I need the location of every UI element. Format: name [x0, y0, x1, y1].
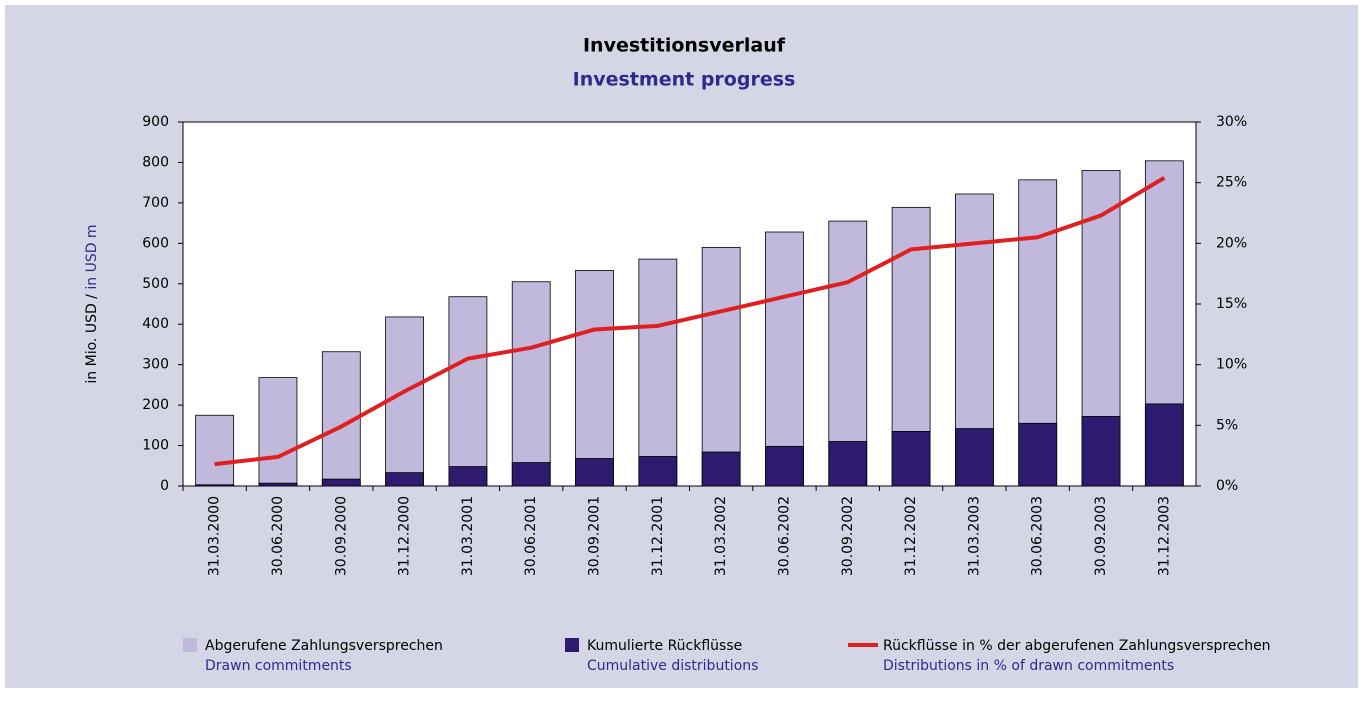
bar [828, 441, 868, 487]
x-tick-label: 30.09.2002 [840, 496, 856, 576]
bar [1081, 416, 1121, 487]
legend-label-en: Distributions in % of drawn commitments [883, 658, 1174, 674]
bar [575, 458, 614, 487]
bar [765, 231, 804, 487]
chart-title: Investitionsverlauf [583, 35, 786, 57]
y-tick-label: 400 [142, 316, 169, 332]
y-label-de: in Mio. USD / [84, 294, 100, 384]
bar [195, 484, 235, 487]
x-tick-label: 31.03.2000 [207, 496, 223, 576]
bar [765, 445, 804, 487]
legend-label-en: Drawn commitments [205, 658, 352, 674]
x-tick-label: 31.12.2003 [1156, 496, 1172, 576]
x-tick-label: 31.03.2003 [966, 496, 982, 576]
bar [701, 451, 741, 487]
bar [891, 430, 931, 487]
y-tick-label: 300 [142, 357, 169, 373]
y-tick-label: 700 [142, 195, 169, 211]
y2-tick-label: 20% [1216, 235, 1247, 251]
bar [321, 478, 361, 487]
bar [1144, 403, 1184, 487]
bar [638, 258, 678, 487]
x-tick-label: 31.03.2001 [460, 496, 476, 576]
bar [511, 281, 551, 487]
bar [258, 377, 298, 487]
x-tick-label: 30.09.2003 [1093, 496, 1109, 576]
y-tick-label: 600 [142, 235, 169, 251]
bar [638, 456, 678, 487]
legend-swatch [565, 638, 579, 652]
bar [701, 246, 741, 487]
y-tick-label: 0 [160, 478, 169, 494]
bar [448, 466, 488, 487]
y2-tick-label: 15% [1216, 296, 1247, 312]
x-tick-label: 30.06.2002 [776, 496, 792, 576]
legend-label: Abgerufene Zahlungsversprechen [205, 638, 443, 654]
y2-tick-label: 25% [1216, 175, 1247, 191]
x-tick-label: 30.06.2000 [270, 496, 286, 576]
y-tick-label: 200 [142, 397, 169, 413]
y-axis-label: in Mio. USD / in USD m [84, 224, 100, 383]
y2-tick-label: 30% [1216, 114, 1247, 130]
x-tick-label: 31.12.2000 [397, 496, 413, 576]
y-tick-label: 800 [142, 154, 169, 170]
y-label-en: in USD m [84, 224, 100, 289]
y2-tick-label: 10% [1216, 357, 1247, 373]
legend-label-en: Cumulative distributions [587, 658, 758, 674]
y2-tick-label: 0% [1216, 478, 1238, 494]
y2-tick-label: 5% [1216, 417, 1238, 433]
bar [448, 296, 488, 487]
x-tick-label: 31.12.2002 [903, 496, 919, 576]
bar [258, 482, 298, 487]
x-tick-label: 30.09.2001 [587, 496, 603, 576]
chart-subtitle: Investment progress [573, 69, 796, 91]
bar [575, 270, 614, 487]
legend-label: Kumulierte Rückflüsse [587, 638, 742, 654]
x-tick-label: 30.09.2000 [333, 496, 349, 576]
bar [511, 462, 551, 487]
bar [195, 414, 235, 487]
bar [385, 472, 424, 487]
y-tick-label: 500 [142, 276, 169, 292]
legend-label: Rückflüsse in % der abgerufenen Zahlungs… [883, 638, 1271, 654]
bar [385, 316, 424, 487]
y-tick-label: 100 [142, 438, 169, 454]
legend-swatch [183, 638, 197, 652]
x-tick-label: 30.06.2001 [523, 496, 539, 576]
x-tick-label: 30.06.2003 [1030, 496, 1046, 576]
line [214, 176, 1166, 467]
x-tick-label: 31.12.2001 [650, 496, 666, 576]
bar [955, 428, 994, 487]
y-tick-label: 900 [142, 114, 169, 130]
x-tick-label: 31.03.2002 [713, 496, 729, 576]
bar [1018, 422, 1058, 487]
